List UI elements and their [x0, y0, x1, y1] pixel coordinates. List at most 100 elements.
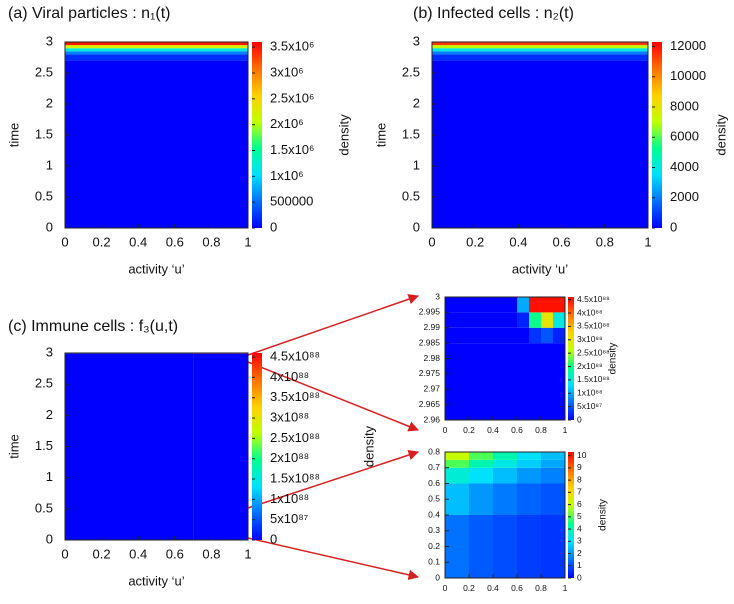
- heatmap-cell: [65, 48, 248, 52]
- heatmap-cell: [445, 452, 469, 460]
- heatmap-cell: [541, 467, 565, 484]
- y-tick-label: 0: [435, 572, 440, 582]
- heatmap-cell: [65, 51, 248, 55]
- colorbar-label: density: [598, 499, 609, 531]
- heatmap-cell: [517, 452, 541, 460]
- y-tick-label: 2: [46, 407, 53, 422]
- x-tick-label: 0.8: [202, 234, 220, 249]
- y-axis-label: time: [6, 434, 21, 459]
- y-tick-label: 1.5: [35, 126, 53, 141]
- colorbar-tick-label: 500000: [270, 194, 313, 209]
- colorbar-tick-label: 6000: [670, 129, 699, 144]
- panel-title: (a) Viral particles : n₁(t): [8, 5, 170, 22]
- y-tick-label: 3: [435, 291, 440, 301]
- heatmap-cell: [65, 353, 194, 540]
- heatmap-cell: [469, 483, 493, 515]
- x-tick-label: 0.2: [463, 425, 475, 435]
- colorbar-tick-label: 4: [577, 523, 582, 533]
- x-tick-label: 1: [563, 583, 568, 593]
- y-tick-label: 0.5: [428, 494, 440, 504]
- colorbar-tick-label: 3x10⁸⁸: [270, 409, 309, 424]
- x-tick-label: 0.8: [202, 546, 220, 561]
- x-tick-label: 0.6: [166, 546, 184, 561]
- heatmap-cell: [469, 467, 493, 484]
- colorbar-tick-label: 4000: [670, 159, 699, 174]
- y-tick-label: 1: [413, 157, 420, 172]
- heatmap-cell: [493, 452, 517, 460]
- y-tick-label: 1.5: [402, 126, 420, 141]
- y-tick-label: 2.96: [423, 414, 440, 424]
- colorbar-tick-label: 3.5x10⁸⁸: [577, 321, 610, 331]
- colorbar-label: density: [336, 114, 351, 156]
- heatmap-cell: [541, 343, 553, 420]
- y-tick-label: 2: [46, 95, 53, 110]
- heatmap-cell: [529, 343, 541, 420]
- heatmap-cell: [541, 297, 553, 313]
- colorbar-tick-label: 0: [270, 219, 277, 234]
- colorbar-tick-label: 2x10⁸⁸: [270, 450, 309, 465]
- x-tick-label: 1: [644, 234, 651, 249]
- panel-title: (c) Immune cells : f₃(u,t): [8, 318, 178, 335]
- colorbar-tick-label: 10: [577, 450, 587, 460]
- heatmap-cell: [529, 297, 541, 313]
- heatmap-cell: [193, 353, 248, 540]
- y-tick-label: 0: [46, 531, 53, 546]
- arrow: [247, 294, 419, 356]
- y-tick-label: 2.97: [423, 384, 440, 394]
- y-tick-label: 0: [413, 219, 420, 234]
- colorbar-label: density: [713, 114, 728, 156]
- y-tick-label: 0.3: [428, 525, 440, 535]
- x-tick-label: 0.2: [93, 546, 111, 561]
- y-tick-label: 2.99: [423, 322, 440, 332]
- heatmap-cell: [445, 343, 517, 420]
- x-tick-label: 0.4: [129, 546, 147, 561]
- y-tick-label: 3: [413, 33, 420, 48]
- heatmap-cell: [432, 48, 648, 52]
- colorbar-tick-label: 7: [577, 487, 582, 497]
- y-tick-label: 2.995: [419, 307, 441, 317]
- panel-title: (b) Infected cells : n₂(t): [413, 5, 574, 22]
- heatmap-cell: [432, 51, 648, 55]
- colorbar-tick-label: 12000: [670, 38, 706, 53]
- heatmap-cell: [553, 297, 565, 313]
- heatmap-cell: [541, 459, 565, 468]
- heatmap-cell: [432, 42, 648, 46]
- y-tick-label: 3: [46, 33, 53, 48]
- x-tick-label: 0: [428, 234, 435, 249]
- arrow: [247, 361, 419, 432]
- heatmap-cell: [445, 297, 517, 313]
- y-tick-label: 0.8: [428, 446, 440, 456]
- colorbar-tick-label: 9: [577, 462, 582, 472]
- colorbar: [252, 353, 262, 540]
- y-tick-label: 1: [46, 469, 53, 484]
- colorbar-tick-label: 5: [577, 511, 582, 521]
- colorbar-tick-label: 2.5x10⁸⁸: [270, 430, 320, 445]
- y-tick-label: 0.5: [402, 188, 420, 203]
- y-tick-label: 2.5: [402, 64, 420, 79]
- heatmap-cell: [445, 459, 469, 468]
- heatmap-cell: [65, 45, 248, 49]
- y-tick-label: 0.7: [428, 462, 440, 472]
- colorbar-tick-label: 1x10⁸⁸: [577, 388, 603, 398]
- colorbar-tick-label: 2: [577, 548, 582, 558]
- x-axis-label: activity ‘u’: [128, 573, 184, 588]
- x-tick-label: 0: [61, 234, 68, 249]
- heatmap-cell: [517, 515, 541, 578]
- heatmap-cell: [445, 312, 517, 328]
- heatmap-cell: [65, 42, 248, 46]
- colorbar: [568, 297, 574, 420]
- colorbar-tick-label: 4.5x10⁸⁸: [577, 294, 610, 304]
- heatmap-cell: [553, 343, 565, 420]
- heatmap-cell: [517, 343, 529, 420]
- heatmap-cell: [517, 327, 529, 344]
- colorbar-label: density: [608, 343, 619, 375]
- colorbar-tick-label: 4x10⁸⁸: [270, 369, 309, 384]
- x-tick-label: 0.8: [535, 583, 547, 593]
- x-tick-label: 1: [244, 546, 251, 561]
- colorbar-tick-label: 0: [270, 531, 277, 546]
- arrow: [247, 537, 420, 581]
- heatmap-cell: [493, 483, 517, 515]
- heatmap-cell: [541, 515, 565, 578]
- x-tick-label: 0.6: [511, 425, 523, 435]
